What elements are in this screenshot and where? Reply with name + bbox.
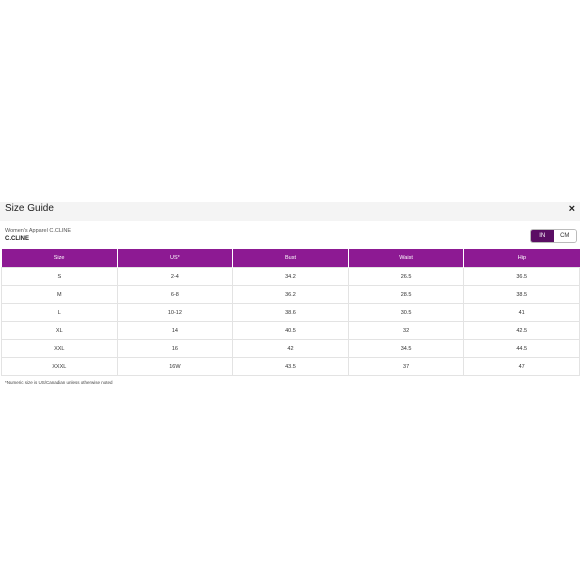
table-cell: 43.5 bbox=[232, 357, 349, 376]
table-cell: 42 bbox=[232, 339, 349, 358]
size-table: Size US* Bust Waist Hip S 2-4 34.2 26.5 36.5… bbox=[1, 249, 580, 376]
brand-name: C.CLINE bbox=[5, 236, 29, 242]
table-cell: 26.5 bbox=[347, 267, 465, 286]
table-cell: 30.5 bbox=[347, 303, 465, 322]
table-cell: 16W bbox=[116, 357, 234, 376]
table-cell: 36.2 bbox=[232, 285, 349, 304]
unit-cm-button[interactable]: CM bbox=[553, 230, 576, 242]
column-header-hip: Hip bbox=[463, 249, 580, 268]
table-cell: XXL bbox=[1, 339, 118, 358]
table-cell: M bbox=[1, 285, 118, 304]
table-cell: 34.2 bbox=[232, 267, 349, 286]
table-cell: 37 bbox=[347, 357, 465, 376]
table-cell: 14 bbox=[116, 321, 234, 340]
table-cell: 38.6 bbox=[232, 303, 349, 322]
product-category: Women's Apparel C.CLINE bbox=[5, 228, 72, 234]
dialog-subheader: Women's Apparel C.CLINE C.CLINE IN CM bbox=[0, 221, 580, 249]
unit-toggle[interactable]: IN CM bbox=[530, 229, 577, 243]
unit-in-button[interactable]: IN bbox=[531, 230, 554, 242]
table-row: XL 14 40.5 32 42.5 bbox=[1, 321, 580, 340]
column-header-us: US* bbox=[116, 249, 233, 268]
footnote: *Numeric size is US/Canadian unless othe… bbox=[5, 380, 113, 385]
table-cell: L bbox=[1, 303, 118, 322]
dialog-title: Size Guide bbox=[5, 203, 54, 214]
table-cell: 38.5 bbox=[463, 285, 580, 304]
dialog-header: Size Guide × bbox=[0, 202, 580, 221]
table-cell: 44.5 bbox=[463, 339, 580, 358]
table-row: XXL 16 42 34.5 44.5 bbox=[1, 339, 580, 358]
size-guide-dialog: Size Guide × Women's Apparel C.CLINE C.C… bbox=[0, 202, 580, 385]
close-icon[interactable]: × bbox=[568, 203, 575, 215]
table-cell: 10-12 bbox=[116, 303, 234, 322]
table-cell: 47 bbox=[463, 357, 580, 376]
table-cell: 40.5 bbox=[232, 321, 349, 340]
table-row: XXXL 16W 43.5 37 47 bbox=[1, 357, 580, 376]
table-row: S 2-4 34.2 26.5 36.5 bbox=[1, 267, 580, 286]
table-cell: 42.5 bbox=[463, 321, 580, 340]
table-row: M 6-8 36.2 28.5 38.5 bbox=[1, 285, 580, 304]
table-cell: 28.5 bbox=[347, 285, 465, 304]
table-cell: 6-8 bbox=[116, 285, 234, 304]
table-cell: 32 bbox=[347, 321, 465, 340]
table-row: L 10-12 38.6 30.5 41 bbox=[1, 303, 580, 322]
table-cell: 36.5 bbox=[463, 267, 580, 286]
table-cell: 2-4 bbox=[116, 267, 234, 286]
table-cell: XXXL bbox=[1, 357, 118, 376]
table-cell: 41 bbox=[463, 303, 580, 322]
table-cell: 34.5 bbox=[347, 339, 465, 358]
table-cell: S bbox=[1, 267, 118, 286]
column-header-waist: Waist bbox=[347, 249, 464, 268]
column-header-size: Size bbox=[1, 249, 118, 268]
table-cell: 16 bbox=[116, 339, 234, 358]
table-cell: XL bbox=[1, 321, 118, 340]
table-header-row: Size US* Bust Waist Hip bbox=[1, 249, 580, 268]
column-header-bust: Bust bbox=[232, 249, 349, 268]
